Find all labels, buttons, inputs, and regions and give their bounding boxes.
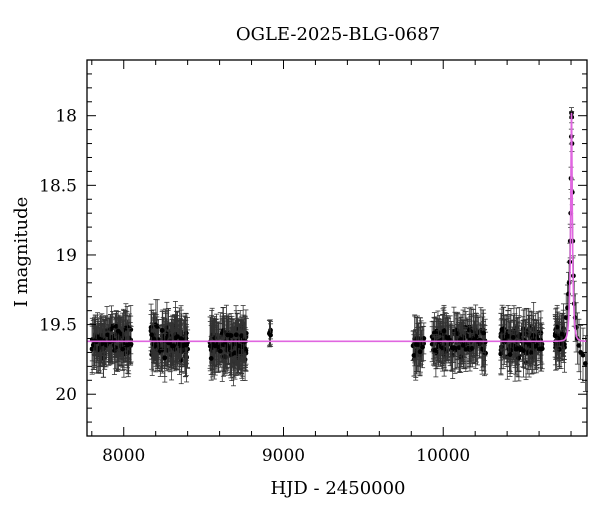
y-tick-label: 19: [55, 246, 77, 266]
data-point: [510, 315, 516, 360]
data-point: [124, 321, 130, 369]
data-point: [236, 318, 242, 373]
data-point: [499, 308, 505, 351]
data-point: [520, 323, 526, 378]
data-point: [120, 327, 126, 371]
data-point: [233, 310, 239, 360]
data-point: [441, 306, 447, 355]
data-point: [174, 310, 180, 363]
data-point: [216, 321, 222, 373]
data-point: [99, 321, 105, 367]
data-point: [115, 311, 121, 352]
data-point: [178, 319, 184, 359]
plot-frame: [86, 59, 588, 437]
data-point: [432, 334, 438, 367]
data-point: [463, 326, 469, 372]
data-layer: [89, 107, 588, 392]
data-point: [481, 312, 487, 354]
data-point: [515, 325, 521, 372]
data-point: [208, 336, 214, 381]
y-tick-label: 19.5: [39, 316, 77, 336]
data-point: [268, 323, 274, 347]
y-tick-label: 20: [55, 385, 77, 405]
data-point: [175, 328, 181, 359]
data-point: [449, 325, 455, 371]
x-tick-label: 8000: [102, 446, 145, 466]
data-point: [420, 326, 426, 369]
data-point: [228, 313, 234, 358]
data-point: [445, 316, 451, 360]
model-curve: [87, 112, 587, 343]
data-point: [105, 317, 111, 352]
data-point: [159, 311, 165, 350]
data-point: [97, 317, 103, 361]
data-point: [559, 313, 565, 356]
data-point: [502, 315, 508, 360]
data-point: [182, 327, 188, 363]
data-point: [538, 333, 544, 365]
model-layer: [87, 112, 587, 343]
data-point: [417, 327, 423, 376]
data-point: [460, 323, 466, 368]
y-axis-label: I magnitude: [11, 197, 32, 308]
data-point: [212, 319, 218, 373]
data-point: [580, 327, 586, 383]
axes-layer: 8000 9000 10000 18 18.5 19 19.5 20: [39, 59, 587, 466]
data-point: [526, 324, 532, 364]
data-point: [151, 318, 157, 359]
data-point: [225, 316, 231, 354]
x-axis-label: HJD - 2450000: [270, 478, 405, 499]
data-point: [507, 332, 513, 377]
x-tick-label: 9000: [262, 446, 305, 466]
y-tick-label: 18: [55, 107, 77, 127]
x-tick-label: 10000: [416, 446, 470, 466]
chart-title: OGLE-2025-BLG-0687: [236, 24, 440, 45]
data-point: [552, 314, 558, 358]
data-point: [149, 310, 155, 360]
data-point: [413, 316, 419, 372]
data-point: [171, 322, 177, 370]
y-tick-label: 18.5: [39, 176, 77, 196]
